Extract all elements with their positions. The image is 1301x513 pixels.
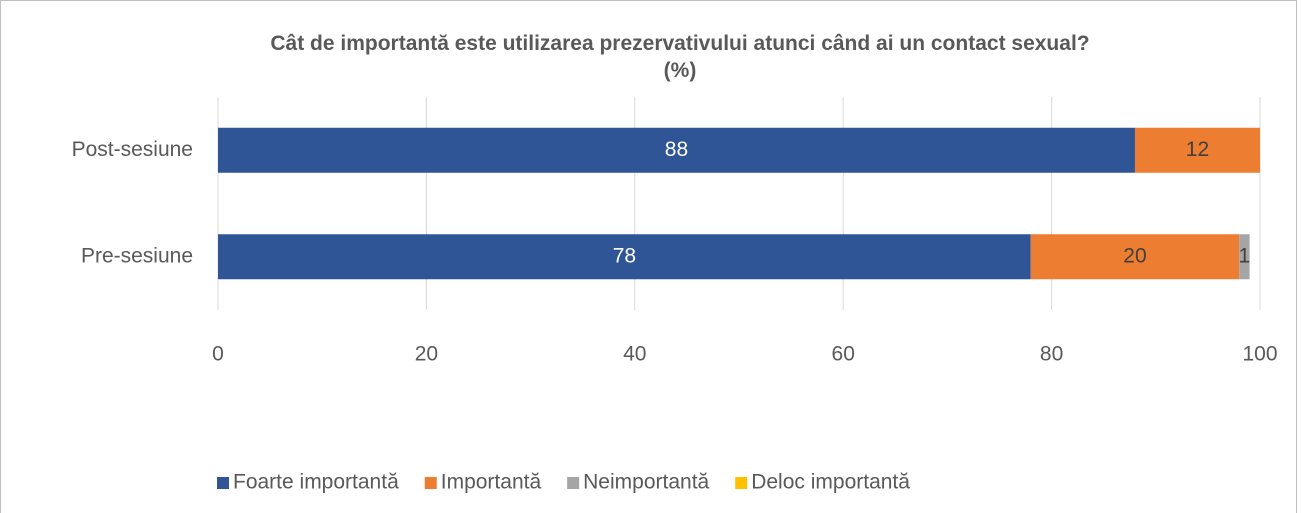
legend-swatch <box>735 477 748 489</box>
data-label: 12 <box>1186 138 1209 161</box>
data-label: 88 <box>665 138 688 161</box>
data-label: 20 <box>1123 244 1146 267</box>
bar-segment <box>218 234 1031 280</box>
bar-segment <box>1239 234 1250 280</box>
legend-label: Importantă <box>441 471 542 494</box>
legend-label: Neimportantă <box>583 471 709 494</box>
chart-title: Cât de importantă este utilizarea prezer… <box>270 32 1090 82</box>
legend-label: Foarte importantă <box>233 471 399 494</box>
legend-label: Deloc importantă <box>751 471 910 494</box>
y-tick-label: Pre-sesiune <box>81 244 193 267</box>
legend-swatch <box>424 477 437 489</box>
bar-segment <box>1030 234 1240 280</box>
x-tick-label: 60 <box>832 343 855 366</box>
y-tick-label: Post-sesiune <box>72 138 193 161</box>
legend-swatch <box>217 477 229 489</box>
x-tick-label: 20 <box>415 343 438 366</box>
x-tick-label: 100 <box>1242 343 1277 366</box>
bar-segment <box>1134 127 1260 173</box>
data-label: 78 <box>613 244 636 267</box>
x-tick-label: 0 <box>212 343 224 366</box>
legend-swatch <box>567 477 580 489</box>
x-tick-label: 40 <box>623 343 646 366</box>
x-tick-label: 80 <box>1040 343 1063 366</box>
data-label: 1 <box>1239 244 1251 267</box>
bar-segment <box>218 127 1135 173</box>
